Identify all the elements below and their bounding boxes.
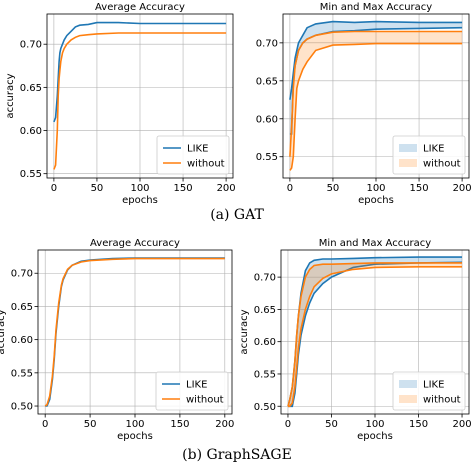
line-without-upper	[287, 262, 462, 407]
x-axis-label: epochs	[357, 431, 393, 442]
legend-label: LIKE	[423, 380, 444, 391]
plot-frame	[46, 13, 234, 179]
legend-label: LIKE	[186, 380, 207, 391]
legend-label: without	[187, 159, 225, 170]
band-like	[289, 21, 463, 135]
x-tick-label: 150	[409, 419, 428, 430]
legend-label: without	[423, 395, 461, 406]
legend-box	[155, 371, 229, 411]
x-tick-label: 200	[452, 419, 471, 430]
y-axis-label: accuracy	[0, 309, 7, 354]
x-tick-label: 100	[125, 419, 144, 430]
caption-graphsage: (b) GraphSAGE	[182, 447, 292, 462]
chart-title: Average Accuracy	[95, 2, 185, 13]
legend-box	[392, 135, 466, 175]
y-tick-label: 0.65	[254, 305, 276, 316]
y-axis-label: accuracy	[239, 309, 250, 354]
plot-area	[53, 21, 227, 170]
y-tick-label: 0.60	[256, 114, 278, 125]
x-tick-label: 100	[130, 183, 149, 194]
y-tick-label: 0.60	[11, 335, 33, 346]
chart-sage-avg: Average Accuracy 0 50 100 150 200 0.50 0.55 0.60…	[0, 238, 234, 442]
band-without	[289, 31, 463, 171]
caption-gat: (a) GAT	[210, 207, 264, 223]
legend-label: without	[186, 395, 224, 406]
legend-box	[392, 371, 466, 411]
line-without-lower	[288, 265, 462, 408]
legend-box	[156, 135, 230, 175]
x-tick-label: 0	[287, 183, 293, 194]
x-axis-label: epochs	[122, 195, 158, 206]
plot-area	[44, 257, 225, 407]
y-tick-label: 0.60	[20, 126, 42, 137]
chart-title: Min and Max Accuracy	[320, 2, 433, 13]
chart-title: Average Accuracy	[90, 238, 180, 249]
x-tick-label: 150	[410, 183, 429, 194]
x-tick-label: 200	[215, 419, 234, 430]
legend-swatch	[399, 144, 417, 152]
x-tick-label: 50	[84, 419, 97, 430]
x-tick-label: 150	[170, 419, 189, 430]
plot-area	[289, 20, 463, 171]
y-tick-label: 0.55	[256, 152, 278, 163]
y-tick-label: 0.70	[254, 273, 276, 284]
line-without-upper	[289, 30, 463, 157]
y-tick-label: 0.65	[20, 83, 42, 94]
legend-swatch	[399, 159, 417, 167]
x-tick-label: 150	[174, 183, 193, 194]
chart-sage-minmax: Min and Max Accuracy 0 50 100 150 200 0.50 0.55…	[239, 238, 472, 442]
line-without	[44, 257, 225, 407]
y-tick-label: 0.55	[254, 369, 276, 380]
chart-gat-avg: Average Accuracy 0 50 100 150 200 0.55 0.60 0.65…	[5, 2, 236, 206]
x-tick-label: 200	[217, 183, 236, 194]
line-without	[53, 32, 227, 170]
y-tick-label: 0.70	[256, 38, 278, 49]
x-tick-label: 100	[366, 183, 385, 194]
x-tick-label: 50	[325, 419, 338, 430]
legend-label: LIKE	[423, 144, 444, 155]
line-without-lower	[289, 42, 463, 171]
plot-area	[287, 256, 463, 408]
y-tick-label: 0.65	[11, 302, 33, 313]
legend-swatch	[399, 395, 417, 403]
legend-label: without	[423, 159, 461, 170]
y-tick-label: 0.65	[256, 76, 278, 87]
line-like-upper	[289, 20, 463, 100]
x-tick-label: 0	[285, 419, 291, 430]
x-axis-label: epochs	[117, 431, 153, 442]
x-tick-label: 100	[365, 419, 384, 430]
chart-title: Min and Max Accuracy	[319, 238, 432, 249]
y-tick-label: 0.70	[11, 269, 33, 280]
x-tick-label: 200	[453, 183, 472, 194]
y-axis-label: accuracy	[5, 73, 16, 118]
line-like	[53, 21, 227, 123]
plot-frame	[280, 249, 470, 415]
x-tick-label: 0	[51, 183, 57, 194]
x-tick-label: 50	[91, 183, 104, 194]
x-axis-label: epochs	[358, 195, 394, 206]
y-tick-label: 0.55	[20, 169, 42, 180]
chart-gat-minmax: Min and Max Accuracy 0 50 100 150 200 0.55 0.60…	[256, 2, 472, 206]
y-tick-label: 0.50	[11, 402, 33, 413]
x-tick-label: 0	[42, 419, 48, 430]
y-tick-label: 0.50	[254, 402, 276, 413]
plot-frame	[282, 13, 470, 179]
x-tick-label: 50	[327, 183, 340, 194]
y-tick-label: 0.60	[254, 337, 276, 348]
y-tick-label: 0.55	[11, 368, 33, 379]
y-tick-label: 0.70	[20, 40, 42, 51]
legend-label: LIKE	[187, 144, 208, 155]
plot-frame	[37, 249, 233, 415]
legend-swatch	[399, 380, 417, 388]
